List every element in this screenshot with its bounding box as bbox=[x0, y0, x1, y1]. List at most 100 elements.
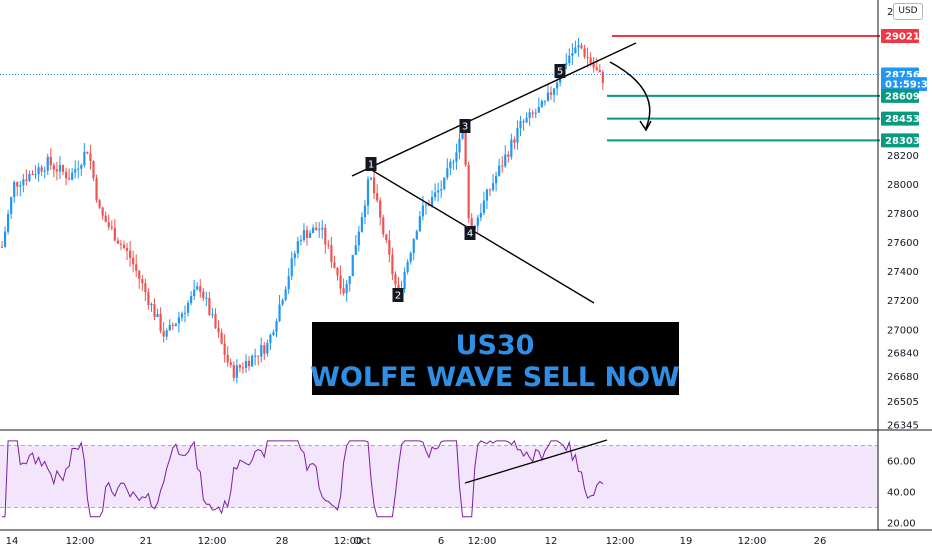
candle bbox=[534, 108, 537, 119]
candle bbox=[284, 285, 287, 302]
candle-body bbox=[275, 321, 278, 333]
candle bbox=[360, 212, 363, 233]
candle-body bbox=[64, 171, 68, 179]
candle-body bbox=[369, 177, 373, 180]
time-tick-label: 12:00 bbox=[468, 536, 497, 547]
price-tick-label: 26680 bbox=[887, 372, 919, 383]
upper-wedge-line bbox=[351, 42, 637, 177]
candle-body bbox=[174, 323, 177, 326]
candle-body bbox=[89, 153, 92, 161]
candle bbox=[107, 214, 110, 231]
candle bbox=[312, 224, 315, 234]
price-badge-label: 28756 bbox=[885, 70, 920, 81]
candle bbox=[83, 143, 86, 168]
candle bbox=[34, 165, 37, 180]
time-tick-label: 6 bbox=[438, 536, 444, 547]
candle-body bbox=[153, 304, 156, 317]
wave-point-4: 4 bbox=[464, 226, 476, 240]
candle-body bbox=[107, 222, 110, 227]
candle bbox=[125, 242, 129, 260]
candle bbox=[147, 288, 150, 310]
candle bbox=[504, 145, 507, 169]
candle bbox=[183, 305, 187, 323]
rsi-tick-label: 60.00 bbox=[887, 457, 916, 468]
candle bbox=[580, 43, 583, 50]
candle bbox=[162, 321, 165, 343]
candle-body bbox=[440, 189, 443, 191]
candle-body bbox=[342, 288, 345, 294]
candle bbox=[55, 161, 58, 181]
price-badge-target: 28453 bbox=[881, 111, 920, 126]
time-tick-label: 12:00 bbox=[738, 536, 767, 547]
candle-body bbox=[272, 332, 275, 335]
candle bbox=[110, 220, 113, 231]
candle bbox=[7, 209, 10, 235]
candle-body bbox=[293, 253, 296, 259]
candle-body bbox=[193, 289, 196, 297]
time-tick-label: Oct bbox=[353, 536, 370, 547]
candle bbox=[174, 323, 177, 327]
candle bbox=[101, 206, 104, 220]
candle bbox=[537, 97, 540, 114]
candle-body bbox=[324, 227, 327, 245]
candle-body bbox=[55, 169, 58, 172]
candle-body bbox=[165, 330, 168, 337]
candle bbox=[37, 163, 40, 182]
candle-body bbox=[28, 173, 31, 181]
wave-point-3: 3 bbox=[459, 119, 471, 133]
candle-body bbox=[464, 126, 467, 165]
candle-body bbox=[299, 240, 302, 242]
candle-body bbox=[321, 227, 324, 230]
candle bbox=[52, 162, 55, 178]
candle-body bbox=[504, 154, 507, 167]
candle bbox=[342, 278, 345, 296]
candle-body bbox=[537, 106, 540, 113]
candle bbox=[354, 235, 357, 256]
candle bbox=[211, 307, 214, 319]
candle-body bbox=[183, 312, 187, 314]
candle bbox=[171, 322, 174, 331]
price-badge-stop: 29021 bbox=[881, 29, 920, 43]
candle bbox=[525, 112, 528, 124]
candle-body bbox=[244, 360, 248, 368]
candle-body bbox=[357, 231, 360, 246]
candle-body bbox=[592, 63, 595, 68]
wave-point-label: 2 bbox=[395, 291, 401, 302]
candle bbox=[71, 168, 74, 181]
candle bbox=[430, 190, 434, 208]
candle-body bbox=[354, 245, 357, 255]
candle bbox=[388, 230, 391, 263]
candle bbox=[516, 120, 519, 150]
candle-body bbox=[525, 117, 528, 123]
candle bbox=[299, 235, 302, 246]
price-tick-label: 27200 bbox=[887, 296, 919, 307]
time-tick-label: 12:00 bbox=[66, 536, 95, 547]
candle bbox=[150, 302, 153, 312]
candle bbox=[598, 63, 601, 73]
candle-body bbox=[485, 189, 489, 201]
candle-body bbox=[577, 45, 580, 48]
candle-body bbox=[598, 70, 601, 73]
wave-point-box bbox=[365, 157, 377, 171]
candle-body bbox=[71, 172, 74, 180]
candle bbox=[491, 173, 495, 192]
candle-body bbox=[251, 355, 254, 367]
candle bbox=[458, 133, 461, 160]
wave-point-box bbox=[464, 226, 476, 240]
candle-body bbox=[61, 164, 65, 172]
candle-body bbox=[129, 250, 132, 258]
candle-body bbox=[269, 334, 272, 344]
candle bbox=[220, 328, 223, 345]
candle bbox=[208, 292, 211, 317]
currency-selector[interactable]: USD bbox=[893, 3, 923, 20]
candle-body bbox=[586, 56, 589, 58]
candle-body bbox=[552, 88, 556, 95]
candle bbox=[254, 348, 257, 366]
candle-body bbox=[333, 262, 336, 268]
wave-point-box bbox=[459, 119, 471, 133]
candle bbox=[321, 219, 324, 239]
candle bbox=[251, 354, 254, 368]
price-tick-label: 26505 bbox=[887, 397, 919, 408]
candle-body bbox=[16, 182, 19, 187]
